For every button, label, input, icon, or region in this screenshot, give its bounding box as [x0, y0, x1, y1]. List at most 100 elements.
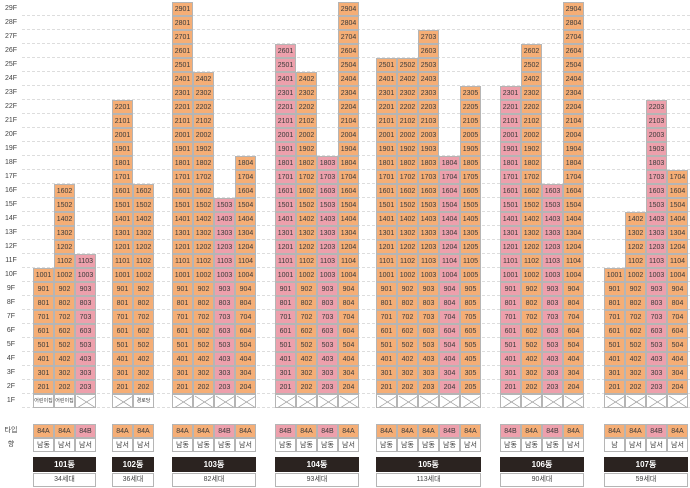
unit-cell: 1001: [172, 268, 193, 282]
unit-cell: 901: [604, 282, 625, 296]
unit-cell: 1101: [275, 254, 296, 268]
unit-cell: 2604: [563, 44, 584, 58]
unit-cell: 601: [275, 324, 296, 338]
unit-cell: 1802: [397, 156, 418, 170]
type-cell: 84A: [667, 424, 688, 438]
unit-cell: 1903: [646, 142, 667, 156]
unit-cell: 1901: [500, 142, 521, 156]
unit-cell: 2004: [338, 128, 359, 142]
unit-cell: 403: [214, 352, 235, 366]
piloti-cell: [214, 394, 235, 408]
unit-cell: 402: [521, 352, 542, 366]
unit-cell: 201: [376, 380, 397, 394]
unit-cell: 2001: [500, 128, 521, 142]
unit-cell: 1402: [193, 212, 214, 226]
unit-cell: 1203: [646, 240, 667, 254]
unit-cell: 2002: [193, 128, 214, 142]
unit-cell: 1204: [563, 240, 584, 254]
type-cell: 84A: [112, 424, 133, 438]
unit-cell: 203: [418, 380, 439, 394]
household-count: 82세대: [172, 473, 256, 487]
unit-cell: 205: [460, 380, 481, 394]
unit-cell: 1203: [542, 240, 563, 254]
unit-cell: 901: [112, 282, 133, 296]
unit-cell: 1302: [397, 226, 418, 240]
unit-cell: 1303: [418, 226, 439, 240]
floor-label: 25F: [4, 61, 18, 68]
unit-cell: 901: [500, 282, 521, 296]
unit-cell: 302: [54, 366, 75, 380]
unit-cell: 303: [214, 366, 235, 380]
type-cell: 84A: [296, 424, 317, 438]
unit-cell: 702: [625, 310, 646, 324]
unit-cell: 801: [275, 296, 296, 310]
unit-cell: 301: [275, 366, 296, 380]
unit-cell: 1302: [521, 226, 542, 240]
unit-cell: 2203: [646, 100, 667, 114]
unit-cell: 1703: [317, 170, 338, 184]
unit-cell: 601: [500, 324, 521, 338]
unit-cell: 703: [75, 310, 96, 324]
unit-cell: 2104: [338, 114, 359, 128]
unit-cell: 1502: [54, 198, 75, 212]
unit-cell: 702: [54, 310, 75, 324]
unit-cell: 1503: [542, 198, 563, 212]
unit-cell: 2302: [521, 86, 542, 100]
household-count: 90세대: [500, 473, 584, 487]
unit-cell: 302: [521, 366, 542, 380]
direction-cell: 남서: [338, 438, 359, 452]
unit-cell: 1302: [193, 226, 214, 240]
unit-cell: 2102: [397, 114, 418, 128]
unit-cell: 2102: [296, 114, 317, 128]
unit-cell: 1301: [172, 226, 193, 240]
unit-cell: 1304: [338, 226, 359, 240]
unit-cell: 2004: [563, 128, 584, 142]
unit-cell: 1603: [317, 184, 338, 198]
unit-cell: 2504: [338, 58, 359, 72]
unit-cell: 804: [338, 296, 359, 310]
unit-cell: 1305: [460, 226, 481, 240]
unit-cell: 1204: [235, 240, 256, 254]
unit-cell: 701: [376, 310, 397, 324]
piloti-cell: [625, 394, 646, 408]
unit-cell: 802: [521, 296, 542, 310]
unit-cell: 504: [235, 338, 256, 352]
unit-cell: 602: [193, 324, 214, 338]
unit-cell: 1205: [460, 240, 481, 254]
direction-cell: 남동: [214, 438, 235, 452]
unit-cell: 502: [54, 338, 75, 352]
unit-cell: 401: [172, 352, 193, 366]
unit-cell: 1504: [439, 198, 460, 212]
unit-cell: 2401: [376, 72, 397, 86]
unit-cell: 1004: [338, 268, 359, 282]
unit-cell: 202: [521, 380, 542, 394]
unit-cell: 801: [376, 296, 397, 310]
building-name-bar: 106동: [500, 457, 584, 472]
unit-cell: 705: [460, 310, 481, 324]
unit-cell: 602: [54, 324, 75, 338]
unit-cell: 504: [563, 338, 584, 352]
direction-cell: 남동: [521, 438, 542, 452]
unit-cell: 2201: [112, 100, 133, 114]
unit-cell: 2401: [172, 72, 193, 86]
unit-cell: 703: [542, 310, 563, 324]
unit-cell: 1102: [625, 254, 646, 268]
unit-cell: 1403: [418, 212, 439, 226]
unit-cell: 1102: [54, 254, 75, 268]
unit-cell: 802: [54, 296, 75, 310]
type-cell: 84B: [317, 424, 338, 438]
floor-label: 1F: [6, 397, 16, 404]
unit-cell: 302: [193, 366, 214, 380]
unit-cell: 301: [33, 366, 54, 380]
type-row-label: 타입: [4, 427, 18, 434]
unit-cell: 2003: [418, 128, 439, 142]
unit-cell: 2001: [172, 128, 193, 142]
unit-cell: 1503: [317, 198, 338, 212]
unit-cell: 902: [54, 282, 75, 296]
unit-cell: 402: [133, 352, 154, 366]
type-cell: 84A: [625, 424, 646, 438]
unit-cell: 503: [75, 338, 96, 352]
piloti-cell: [439, 394, 460, 408]
unit-cell: 1802: [296, 156, 317, 170]
unit-cell: 1504: [667, 198, 688, 212]
